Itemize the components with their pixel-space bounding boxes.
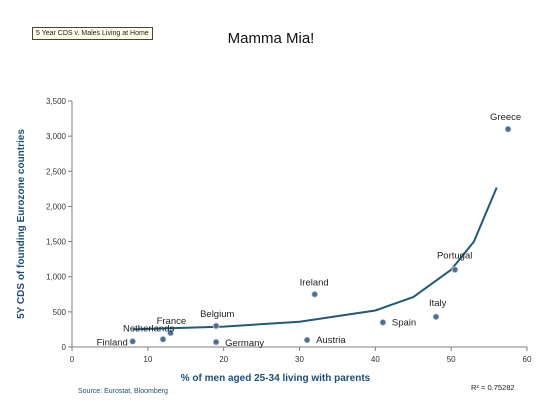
point-label: Belgium: [200, 309, 234, 320]
point-label: Austria: [316, 335, 346, 346]
source-note: Source: Eurostat, Bloomberg: [78, 388, 168, 395]
y-tick-label: 0: [62, 343, 67, 352]
chart-title: Mamma Mia!: [227, 30, 315, 47]
x-tick-label: 0: [70, 355, 75, 364]
y-tick-label: 2,500: [46, 167, 67, 176]
x-tick-label: 10: [143, 355, 152, 364]
data-point: [504, 125, 512, 133]
x-tick-label: 50: [447, 355, 456, 364]
data-point: [167, 329, 174, 337]
point-label: Spain: [392, 317, 416, 328]
data-point: [212, 322, 220, 330]
point-label: France: [157, 316, 187, 327]
point-label: Ireland: [300, 277, 329, 288]
point-label: Netherlands: [123, 323, 174, 334]
x-tick-label: 20: [219, 355, 228, 364]
point-label: Finland: [97, 337, 128, 348]
x-tick-label: 40: [371, 355, 380, 364]
y-tick-label: 3,500: [46, 97, 67, 106]
point-label: Germany: [225, 338, 264, 349]
x-axis-title: % of men aged 25-34 living with parents: [181, 373, 371, 384]
data-point: [432, 313, 440, 321]
y-axis-title: 5Y CDS of founding Eurozone countries: [16, 129, 27, 319]
r-squared-label: R² = 0.75282: [471, 383, 515, 392]
y-tick-label: 3,000: [46, 132, 67, 141]
exponential-trendline: [132, 187, 498, 331]
x-axis-ticks: 0 10 20 30 40 50 60: [70, 347, 532, 364]
point-label: Greece: [490, 112, 521, 123]
y-tick-label: 1,500: [46, 238, 67, 247]
data-point: [379, 318, 387, 326]
y-tick-label: 1,000: [46, 273, 67, 282]
data-point: [311, 290, 319, 298]
data-point: [451, 266, 459, 274]
point-label: Italy: [429, 298, 447, 309]
data-point: [303, 336, 311, 344]
y-tick-label: 500: [53, 308, 67, 317]
chart-caption-tag: 5 Year CDS v. Males Living at Home: [32, 27, 153, 40]
point-label: Portugal: [437, 251, 472, 262]
y-axis-ticks: 0 500 1,000 1,500 2,000 2,500 3,000 3,500: [46, 97, 72, 352]
x-tick-label: 30: [295, 355, 304, 364]
data-point: [129, 337, 137, 345]
x-tick-label: 60: [523, 355, 532, 364]
data-point: [159, 335, 167, 343]
y-tick-label: 2,000: [46, 202, 67, 211]
data-point: [212, 338, 220, 346]
data-points: [129, 125, 512, 346]
